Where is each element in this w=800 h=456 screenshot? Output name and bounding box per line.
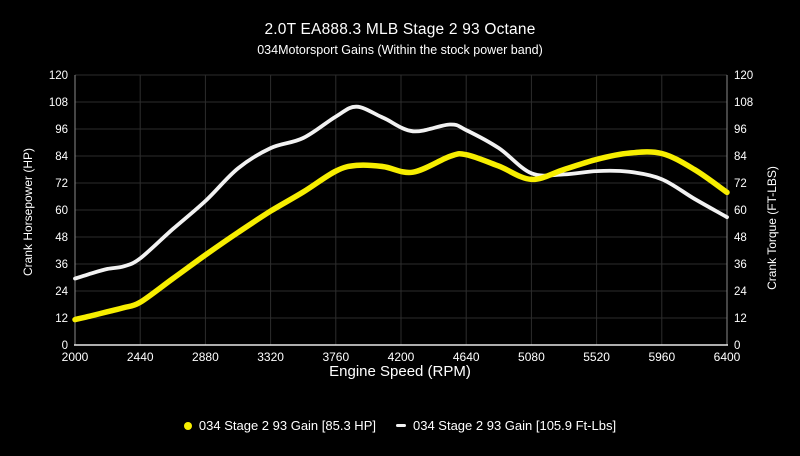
chart-title: 2.0T EA888.3 MLB Stage 2 93 Octane <box>264 21 536 38</box>
x-tick-label: 6400 <box>714 350 741 364</box>
y-left-tick-label: 24 <box>55 286 68 298</box>
x-tick-label: 4200 <box>388 350 415 364</box>
torque-gain-curve <box>73 104 729 281</box>
y-left-tick-label: 60 <box>55 205 68 217</box>
x-tick-label: 3760 <box>322 350 349 364</box>
y-right-tick-label: 12 <box>734 313 747 325</box>
legend-label-hp: 034 Stage 2 93 Gain [85.3 HP] <box>198 418 376 433</box>
y-right-tick-label: 108 <box>734 97 753 109</box>
y-axis-left-title: Crank Horsepower (HP) <box>21 147 35 277</box>
y-left-tick-label: 12 <box>55 313 68 325</box>
legend-label-torque: 034 Stage 2 93 Gain [105.9 Ft-Lbs] <box>412 418 617 433</box>
y-right-tick-label: 24 <box>734 286 747 298</box>
torque-series-dash-icon <box>395 424 406 427</box>
y-right-tick-label: 48 <box>734 232 747 244</box>
y-right-tick-label: 96 <box>734 124 747 136</box>
y-left-tick-label: 72 <box>55 178 68 190</box>
x-tick-label: 2440 <box>127 350 154 364</box>
y-axis-right-title: Crank Torque (FT-LBS) <box>765 166 779 290</box>
hp-series-dot-icon <box>183 421 192 430</box>
y-left-tick-label: 120 <box>49 70 68 82</box>
x-tick-label: 5520 <box>583 350 610 364</box>
y-right-tick-label: 36 <box>734 259 747 271</box>
x-tick-label: 2880 <box>192 350 219 364</box>
x-tick-label: 2000 <box>62 350 89 364</box>
x-tick-label: 5080 <box>518 350 545 364</box>
y-left-tick-label: 48 <box>55 232 68 244</box>
legend-item-torque[interactable]: 034 Stage 2 93 Gain [105.9 Ft-Lbs] <box>395 418 617 433</box>
y-right-tick-label: 72 <box>734 178 747 190</box>
x-tick-label: 3320 <box>257 350 284 364</box>
chart-subtitle: 034Motorsport Gains (Within the stock po… <box>257 43 543 57</box>
y-right-tick-label: 120 <box>734 70 753 82</box>
hp-gain-curve <box>72 149 730 323</box>
y-left-tick-label: 0 <box>62 340 68 352</box>
y-left-tick-label: 36 <box>55 259 68 271</box>
y-left-tick-label: 84 <box>55 151 68 163</box>
y-left-tick-label: 108 <box>49 97 68 109</box>
y-right-tick-label: 60 <box>734 205 747 217</box>
y-left-tick-label: 96 <box>55 124 68 136</box>
y-right-tick-label: 84 <box>734 151 747 163</box>
x-tick-label: 5960 <box>648 350 675 364</box>
legend-item-hp[interactable]: 034 Stage 2 93 Gain [85.3 HP] <box>183 418 376 433</box>
x-axis-title: Engine Speed (RPM) <box>329 363 471 380</box>
y-right-tick-label: 0 <box>734 340 740 352</box>
x-tick-label: 4640 <box>453 350 480 364</box>
legend: 034 Stage 2 93 Gain [85.3 HP] 034 Stage … <box>0 418 800 433</box>
